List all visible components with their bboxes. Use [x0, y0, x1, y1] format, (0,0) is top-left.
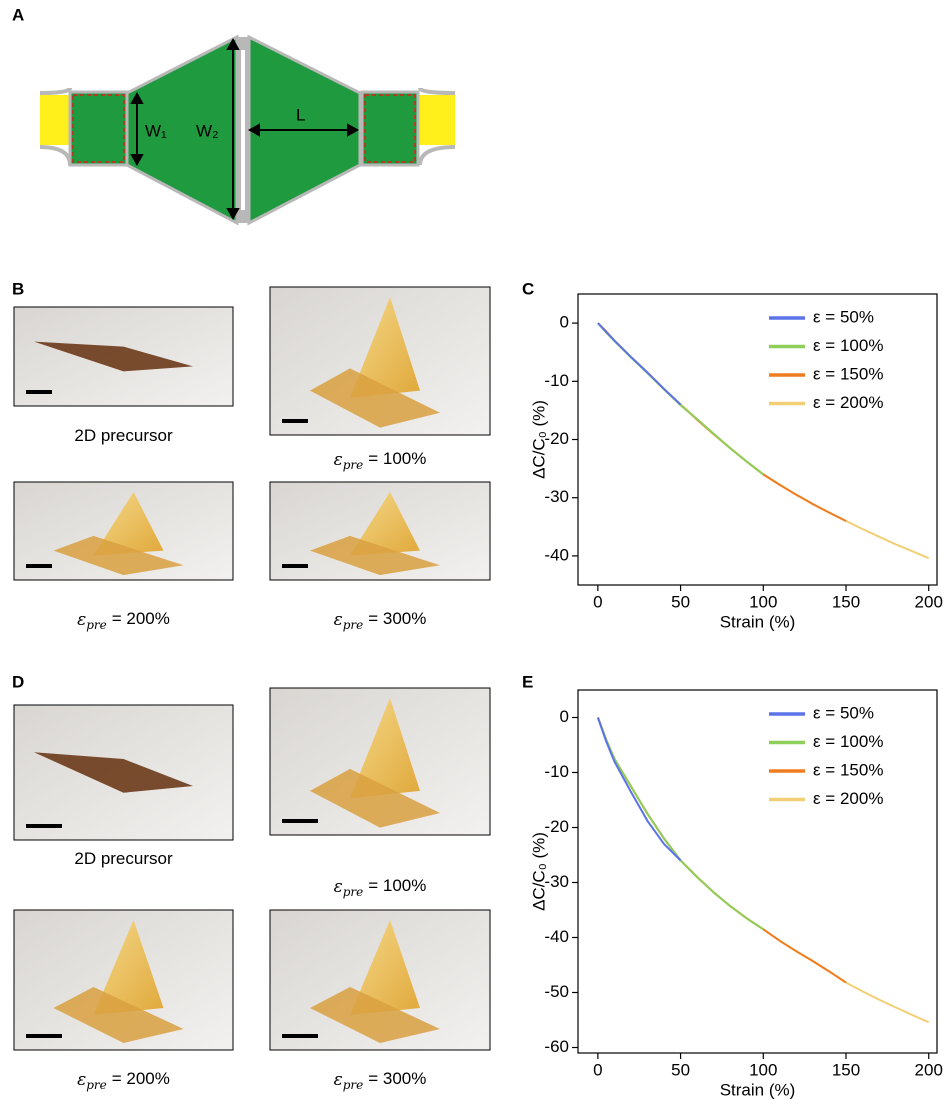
caption-subscript: pre	[343, 1078, 364, 1092]
photo-caption: εpre = 300%	[334, 609, 427, 631]
data-line	[598, 718, 763, 930]
y-tick-label: -60	[544, 1037, 569, 1056]
caption-subscript: pre	[86, 1078, 107, 1092]
legend-label: ε = 150%	[813, 760, 883, 779]
photo-caption: εpre = 200%	[77, 609, 170, 631]
caption-symbol: ε	[334, 450, 343, 470]
y-tick-label: -40	[544, 927, 569, 946]
caption-subscript: pre	[343, 458, 364, 472]
legend-label: ε = 100%	[813, 732, 883, 751]
legend-label: ε = 200%	[813, 393, 883, 412]
y-tick-label: 0	[560, 313, 569, 332]
caption-text: = 200%	[112, 609, 170, 628]
caption-text: 2D precursor	[74, 426, 173, 445]
y-tick-label: -10	[544, 762, 569, 781]
caption-text: 2D precursor	[74, 849, 173, 868]
photo-caption: 2D precursor	[74, 849, 173, 868]
x-tick-label: 100	[749, 1060, 777, 1079]
caption-symbol: ε	[334, 1070, 343, 1090]
data-line	[598, 718, 681, 861]
caption-symbol: ε	[334, 877, 343, 897]
panel-label: C	[522, 279, 534, 298]
panel-label: D	[12, 672, 24, 691]
caption-text: = 100%	[368, 449, 426, 468]
legend-label: ε = 150%	[813, 364, 883, 383]
data-line	[598, 323, 681, 405]
x-tick-label: 150	[832, 1060, 860, 1079]
x-axis-label: Strain (%)	[720, 612, 796, 631]
photo-caption: 2D precursor	[74, 426, 173, 445]
photo-caption: εpre = 100%	[334, 876, 427, 898]
x-axis-label: Strain (%)	[720, 1080, 796, 1099]
data-line	[598, 323, 846, 521]
structure-diagram: W₁ W₂ L	[40, 37, 455, 223]
legend-label: ε = 100%	[813, 336, 883, 355]
photo-caption: εpre = 100%	[334, 449, 427, 471]
x-tick-label: 0	[593, 592, 602, 611]
caption-symbol: ε	[77, 610, 86, 630]
data-line	[598, 323, 763, 474]
y-tick-label: -40	[544, 545, 569, 564]
y-tick-label: -50	[544, 982, 569, 1001]
caption-text: = 100%	[368, 876, 426, 895]
x-tick-label: 0	[593, 1060, 602, 1079]
caption-text: = 300%	[368, 1069, 426, 1088]
photo-caption: εpre = 200%	[77, 1069, 170, 1091]
caption-subscript: pre	[343, 618, 364, 632]
legend-label: ε = 50%	[813, 703, 874, 722]
panel-label: A	[12, 5, 24, 24]
x-tick-label: 200	[915, 1060, 943, 1079]
y-tick-label: 0	[560, 707, 569, 726]
data-line	[598, 718, 846, 983]
y-tick-label: -30	[544, 487, 569, 506]
data-line	[598, 323, 929, 558]
panel-label: B	[12, 279, 24, 298]
legend-label: ε = 50%	[813, 307, 874, 326]
y-tick-label: -10	[544, 371, 569, 390]
w1-label: W₁	[145, 121, 167, 140]
caption-text: = 200%	[112, 1069, 170, 1088]
caption-subscript: pre	[343, 885, 364, 899]
y-axis-label: ΔC/C₀ (%)	[529, 400, 548, 479]
figure: W₁ W₂ L A B C D E 2D precursorεpre= 100%…	[0, 0, 952, 1099]
w2-label: W₂	[196, 121, 219, 140]
x-tick-label: 200	[915, 592, 943, 611]
caption-symbol: ε	[334, 610, 343, 630]
x-tick-label: 150	[832, 592, 860, 611]
panel-label: E	[522, 672, 533, 691]
y-axis-label: ΔC/C₀ (%)	[529, 832, 548, 911]
caption-text: = 300%	[368, 609, 426, 628]
x-tick-label: 50	[671, 592, 690, 611]
legend-label: ε = 200%	[813, 789, 883, 808]
x-tick-label: 100	[749, 592, 777, 611]
photo-caption: εpre = 300%	[334, 1069, 427, 1091]
page: {"labels": ["A", "B", "C", "D", "E"], "d…	[0, 0, 952, 1099]
caption-symbol: ε	[77, 1070, 86, 1090]
length-label: L	[296, 105, 305, 124]
caption-subscript: pre	[86, 618, 107, 632]
x-tick-label: 50	[671, 1060, 690, 1079]
